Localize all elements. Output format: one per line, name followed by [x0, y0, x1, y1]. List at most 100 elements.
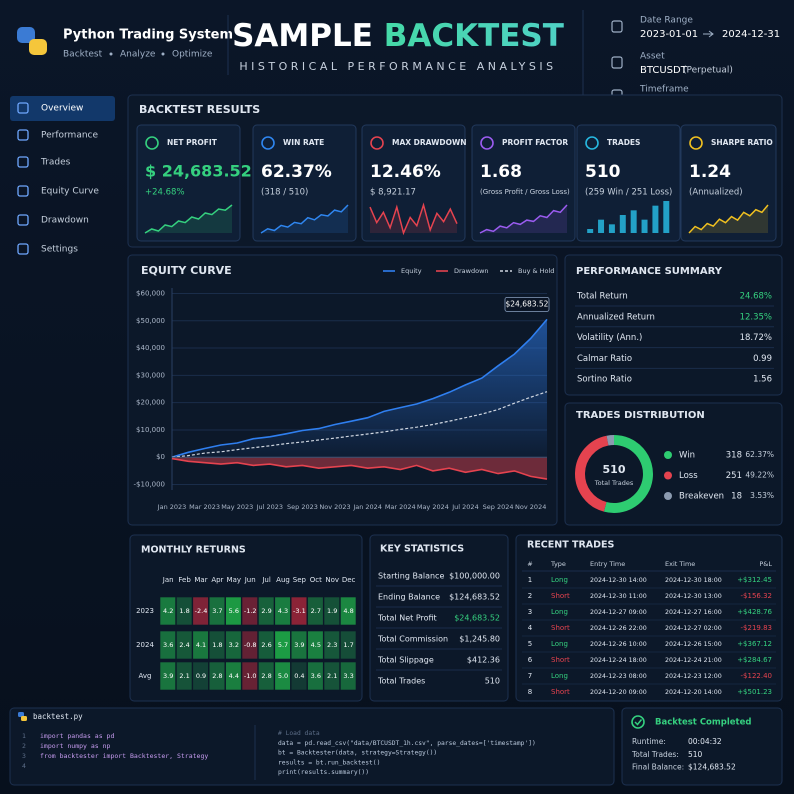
table-cell: 6 [528, 656, 533, 664]
arrow [703, 30, 714, 38]
x-tick-label: May 2023 [221, 503, 253, 511]
x-tick-label: Jan 2024 [352, 503, 382, 511]
nav-icon [17, 185, 29, 197]
y-tick-label: $20,000 [136, 399, 165, 407]
cell-label: 5.0 [278, 672, 288, 680]
section-title: KEY STATISTICS [380, 544, 464, 555]
nav-item[interactable]: Equity Curve [41, 187, 99, 197]
cell-label: -1.2 [244, 607, 257, 615]
table-cell: 2024-12-27 16:00 [665, 609, 722, 616]
card-icon [370, 136, 384, 150]
table-cell: -$122.40 [741, 672, 772, 680]
table-cell: Short [551, 656, 570, 664]
cell-label: 5.7 [278, 641, 288, 649]
heatmap-cell [307, 630, 324, 660]
series-area [172, 319, 547, 458]
table-cell: 2024-12-30 14:00 [590, 577, 647, 584]
nav-item[interactable]: Performance [41, 131, 98, 141]
table-cell: 2024-12-26 22:00 [590, 625, 647, 632]
section-title: MONTHLY RETURNS [141, 545, 246, 556]
month-label: May [227, 576, 241, 584]
panel [9, 707, 615, 786]
card-icon [261, 136, 275, 150]
cell-label: 2.1 [327, 672, 337, 680]
x-tick-label: Mar 2024 [385, 503, 416, 511]
brand-tag: Backtest [63, 50, 103, 60]
nav-item[interactable]: Overview [41, 104, 83, 114]
heatmap-cell [225, 661, 242, 691]
card-label: WIN RATE [283, 138, 324, 147]
code-line: results = bt.run_backtest() [278, 759, 380, 766]
legend-pct: 49.22% [745, 471, 774, 480]
heatmap-cell [258, 661, 275, 691]
panel [621, 707, 783, 786]
row-label: Final Balance: [632, 763, 684, 772]
table-cell: 2024-12-23 08:00 [590, 673, 647, 680]
legend-count: 318 [726, 451, 742, 461]
table-cell: +$312.45 [737, 576, 772, 584]
cell-label: 4.5 [311, 641, 321, 649]
spark-area [689, 205, 768, 233]
heatmap-cell [241, 630, 258, 660]
nav-item[interactable]: Trades [40, 158, 71, 168]
table-cell: -$156.32 [741, 592, 772, 600]
table-cell: 2024-12-24 18:00 [590, 657, 647, 664]
panel [369, 534, 509, 702]
code-line: bt = Backtester(data, strategy=Strategy(… [278, 750, 437, 757]
cell-label: -2.4 [195, 607, 208, 615]
row-label: Total Return [576, 292, 628, 302]
legend-label: Equity [401, 267, 422, 275]
table-cell: +$284.67 [737, 656, 772, 664]
row-value: 24.68% [740, 292, 772, 302]
row-value: $124,683.52 [688, 763, 736, 772]
row-value: $24,683.52 [454, 614, 500, 623]
row-label: Calmar Ratio [577, 354, 632, 364]
cell-label: 3.2 [229, 641, 239, 649]
legend-label: Buy & Hold [518, 267, 554, 275]
nav-item[interactable]: Settings [41, 245, 78, 255]
month-label: Aug [276, 576, 290, 584]
meta-icon [611, 20, 623, 33]
cell-label: 1.7 [343, 641, 353, 649]
table-cell: 2024-12-20 09:00 [590, 689, 647, 696]
file-icon-blue [18, 712, 24, 717]
y-tick-label: $30,000 [136, 371, 165, 379]
x-tick-label: Nov 2023 [319, 503, 350, 511]
row-value: 510 [688, 750, 703, 759]
cell-label: 3.6 [311, 672, 321, 680]
nav-active [10, 96, 115, 121]
card-label: MAX DRAWDOWN [392, 138, 467, 147]
file-icon-yellow [21, 716, 27, 721]
donut-slice [575, 435, 609, 512]
cell-label: 3.7 [212, 607, 222, 615]
row-label: Starting Balance [378, 572, 444, 581]
card-value: 12.46% [370, 162, 441, 182]
cell-label: 3.9 [294, 641, 304, 649]
card-value: 510 [585, 162, 621, 182]
heatmap-cell [307, 661, 324, 691]
month-label: Dec [342, 576, 356, 584]
heatmap-cell [258, 630, 275, 660]
heatmap-cell [176, 661, 193, 691]
heatmap-cell [340, 596, 357, 626]
annotation: $24,683.52 [506, 299, 549, 308]
row-value: $124,683.52 [449, 593, 500, 602]
table-cell: 2024-12-26 15:00 [665, 641, 722, 648]
logo-blue [17, 27, 35, 43]
table-cell: Short [551, 624, 570, 632]
nav-item[interactable]: Drawdown [41, 216, 89, 226]
column-header: Exit Time [665, 560, 695, 568]
heatmap-cell [176, 596, 193, 626]
heatmap-cell [290, 661, 308, 691]
x-tick-label: Nov 2024 [515, 503, 546, 511]
row-value: 510 [485, 677, 500, 686]
card [252, 124, 357, 242]
legend-label: Drawdown [454, 267, 489, 275]
cell-label: 3.3 [343, 672, 353, 680]
status-title: Backtest Completed [655, 718, 751, 728]
heatmap-cell [274, 661, 291, 691]
legend-label: Win [679, 451, 695, 461]
table-cell: 7 [528, 672, 532, 680]
x-tick-label: Jul 2023 [256, 503, 283, 511]
sparkline [260, 204, 349, 234]
